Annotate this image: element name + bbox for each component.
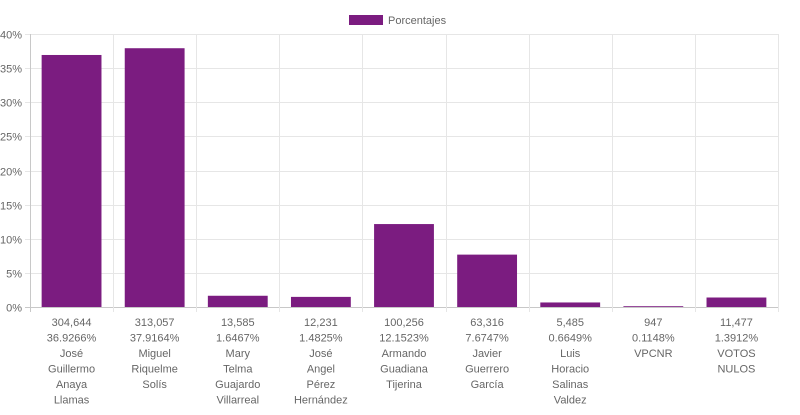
x-tick-line: 100,256 bbox=[384, 317, 424, 329]
x-tick-line: NULOS bbox=[717, 364, 755, 376]
y-tick-label: 25% bbox=[0, 132, 22, 144]
x-tick-line: Salinas bbox=[552, 379, 589, 391]
x-tick-line: José bbox=[309, 348, 332, 360]
bar bbox=[374, 224, 434, 307]
x-tick-line: 12.1523% bbox=[379, 333, 429, 345]
x-tick-line: 13,585 bbox=[221, 317, 255, 329]
bar bbox=[41, 54, 102, 308]
x-tick-line: 7.6747% bbox=[465, 333, 509, 345]
x-tick-line: 63,316 bbox=[470, 317, 504, 329]
x-tick-line: Javier bbox=[472, 348, 502, 360]
x-tick-label: 947 0.1148% VPCNR bbox=[632, 317, 675, 360]
x-tick-label: 313,057 37.9164% Miguel Riquelme Solís bbox=[130, 317, 180, 391]
x-tick-line: Anaya bbox=[56, 379, 88, 391]
x-tick-line: Riquelme bbox=[131, 364, 177, 376]
x-tick-line: VOTOS bbox=[717, 348, 755, 360]
y-tick-label: 30% bbox=[0, 98, 22, 110]
y-tick-label: 35% bbox=[0, 64, 22, 76]
x-tick-line: Valdez bbox=[554, 395, 587, 407]
x-tick-line: 5,485 bbox=[556, 317, 584, 329]
x-tick-line: 313,057 bbox=[135, 317, 175, 329]
y-tick-label: 20% bbox=[0, 167, 22, 179]
y-axis-ticks: 0% 5% 10% 15% 20% 25% 30% 35% 40% bbox=[0, 30, 22, 315]
legend-swatch bbox=[349, 15, 383, 25]
x-tick-line: Solís bbox=[142, 379, 167, 391]
x-tick-line: 37.9164% bbox=[130, 333, 180, 345]
x-tick-line: 1.3912% bbox=[715, 333, 759, 345]
x-tick-label: 5,485 0.6649% Luis Horacio Salinas Valdez bbox=[549, 317, 593, 407]
x-tick-line: Villarreal bbox=[216, 395, 259, 407]
x-tick-line: 36.9266% bbox=[47, 333, 97, 345]
x-tick-line: 947 bbox=[644, 317, 662, 329]
x-tick-line: Armando bbox=[382, 348, 427, 360]
y-tick-label: 5% bbox=[6, 269, 22, 281]
x-tick-line: José bbox=[60, 348, 83, 360]
bar bbox=[457, 254, 518, 307]
x-tick-line: Guadiana bbox=[380, 364, 429, 376]
x-tick-label: 12,231 1.4825% José Angel Pérez Hernández bbox=[294, 317, 348, 407]
x-tick-line: 12,231 bbox=[304, 317, 338, 329]
x-tick-line: Guillermo bbox=[48, 364, 95, 376]
x-tick-line: Telma bbox=[223, 364, 253, 376]
x-tick-line: VPCNR bbox=[634, 348, 673, 360]
x-tick-label: 100,256 12.1523% Armando Guadiana Tijerina bbox=[379, 317, 429, 391]
x-tick-label: 304,644 36.9266% José Guillermo Anaya Llamas bbox=[47, 317, 97, 407]
bar bbox=[706, 297, 767, 307]
bar bbox=[207, 295, 268, 307]
bars bbox=[41, 48, 767, 308]
x-tick-line: Luis bbox=[560, 348, 581, 360]
x-tick-line: Mary bbox=[226, 348, 251, 360]
x-tick-line: Hernández bbox=[294, 395, 348, 407]
x-tick-line: 11,477 bbox=[720, 317, 753, 329]
y-tick-label: 40% bbox=[0, 30, 22, 42]
x-tick-label: 11,477 1.3912% VOTOS NULOS bbox=[715, 317, 759, 376]
x-tick-line: 1.4825% bbox=[299, 333, 343, 345]
x-tick-line: 1.6467% bbox=[216, 333, 260, 345]
bar bbox=[124, 48, 185, 307]
x-tick-line: 304,644 bbox=[52, 317, 92, 329]
x-tick-line: Horacio bbox=[551, 364, 589, 376]
x-tick-line: Pérez bbox=[307, 379, 336, 391]
x-tick-line: 0.6649% bbox=[549, 333, 593, 345]
x-tick-line: Guajardo bbox=[215, 379, 260, 391]
x-tick-line: Miguel bbox=[138, 348, 170, 360]
bar bbox=[290, 296, 351, 307]
x-axis-ticks: 304,644 36.9266% José Guillermo Anaya Llamas3… bbox=[47, 317, 759, 407]
bar bbox=[623, 306, 684, 307]
x-tick-line: Angel bbox=[307, 364, 335, 376]
legend-label: Porcentajes bbox=[388, 15, 447, 27]
x-tick-line: Llamas bbox=[54, 395, 90, 407]
y-tick-label: 15% bbox=[0, 201, 22, 213]
x-tick-line: Tijerina bbox=[386, 379, 423, 391]
bar bbox=[540, 302, 601, 307]
x-tick-line: García bbox=[471, 379, 505, 391]
x-tick-line: Guerrero bbox=[465, 364, 509, 376]
y-tick-label: 10% bbox=[0, 235, 22, 247]
x-tick-label: 13,585 1.6467% Mary Telma Guajardo Villarreal bbox=[215, 317, 260, 407]
y-tick-label: 0% bbox=[6, 303, 22, 315]
x-tick-label: 63,316 7.6747% Javier Guerrero García bbox=[465, 317, 509, 391]
x-tick-line: 0.1148% bbox=[632, 333, 675, 345]
legend[interactable]: Porcentajes bbox=[349, 15, 447, 27]
